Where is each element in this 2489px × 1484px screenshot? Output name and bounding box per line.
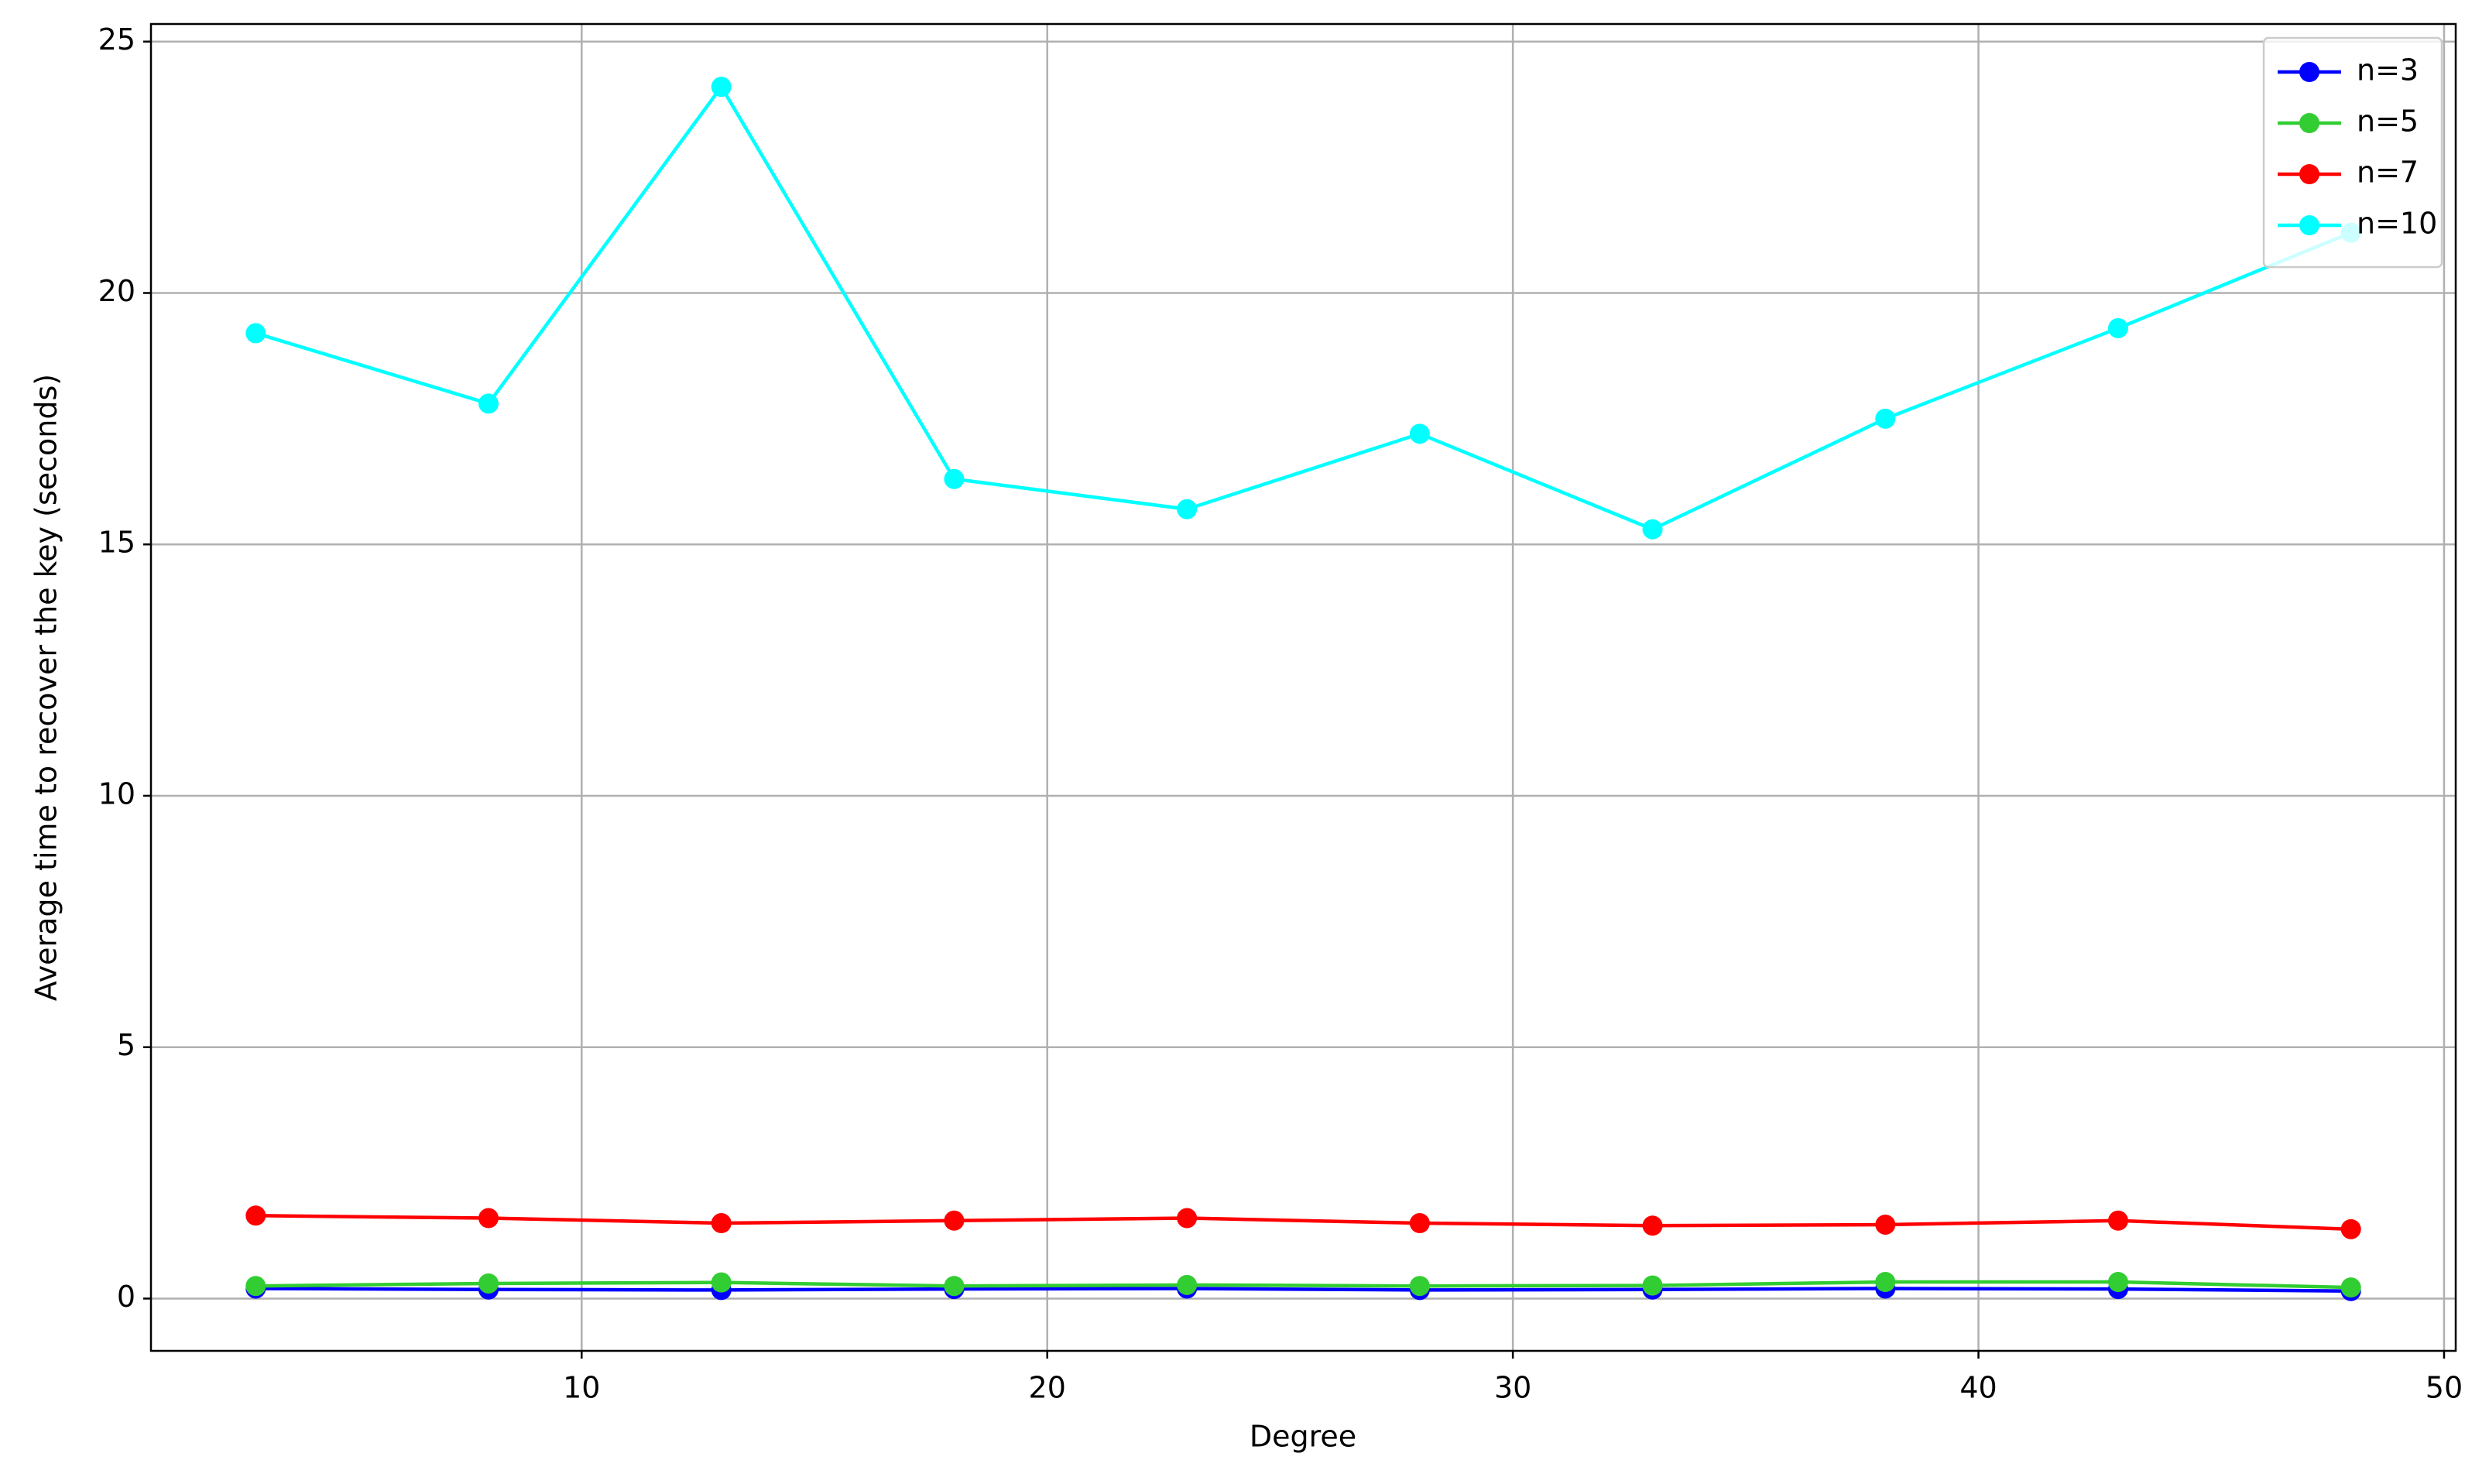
series-line	[255, 84, 2352, 532]
x-tick-label: 50	[2426, 1371, 2463, 1405]
legend-label: n=5	[2357, 105, 2419, 139]
series-line	[255, 1287, 2351, 1293]
data-point	[1642, 519, 1663, 540]
plot-frame	[149, 22, 2457, 1352]
data-point	[1177, 499, 1198, 519]
data-point	[944, 1276, 965, 1297]
data-point	[478, 1208, 499, 1229]
data-point	[1875, 1272, 1896, 1293]
x-tick-label: 30	[1494, 1371, 1531, 1405]
y-axis-label: Average time to recover the key (seconds…	[29, 374, 63, 1001]
y-tick-label: 5	[117, 1028, 135, 1062]
data-point	[2340, 1218, 2361, 1239]
legend-label: n=3	[2357, 53, 2419, 87]
data-point	[1642, 1215, 1663, 1236]
x-axis-label: Degree	[1250, 1420, 1356, 1454]
x-tick-label: 20	[1029, 1371, 1066, 1405]
legend-marker	[2299, 62, 2319, 82]
data-point	[245, 323, 266, 344]
series-line	[255, 1214, 2351, 1232]
data-point	[478, 393, 499, 414]
y-tick-label: 25	[98, 22, 135, 57]
data-point	[1875, 1214, 1896, 1235]
series-line	[255, 1280, 2351, 1290]
data-point	[2107, 317, 2128, 338]
data-point	[1177, 1208, 1198, 1229]
data-point	[1875, 408, 1896, 429]
data-point	[711, 1272, 732, 1293]
data-point	[1642, 1275, 1663, 1296]
x-tick-label: 10	[563, 1371, 600, 1405]
data-point	[711, 1213, 732, 1234]
legend-label: n=7	[2357, 156, 2419, 190]
y-tick-label: 20	[98, 274, 135, 308]
data-point	[2107, 1210, 2128, 1231]
data-point	[1409, 423, 1430, 444]
y-tick-label: 10	[98, 776, 135, 811]
data-point	[478, 1273, 499, 1294]
y-tick-label: 15	[98, 526, 135, 560]
data-point	[245, 1276, 266, 1297]
data-point	[1409, 1276, 1430, 1297]
data-point	[944, 1210, 965, 1231]
data-point	[2107, 1272, 2128, 1293]
data-point	[245, 1205, 266, 1226]
legend-marker	[2299, 215, 2319, 235]
data-point	[1409, 1213, 1430, 1234]
x-tick-label: 40	[1959, 1371, 1997, 1405]
legend-box	[2262, 36, 2443, 269]
legend-marker	[2299, 113, 2319, 133]
data-point	[944, 468, 965, 489]
y-tick-label: 0	[117, 1280, 135, 1314]
legend-label: n=10	[2357, 207, 2437, 241]
legend-marker	[2299, 164, 2319, 184]
data-point	[711, 77, 732, 98]
data-point	[1177, 1274, 1198, 1295]
data-point	[2340, 1277, 2361, 1298]
